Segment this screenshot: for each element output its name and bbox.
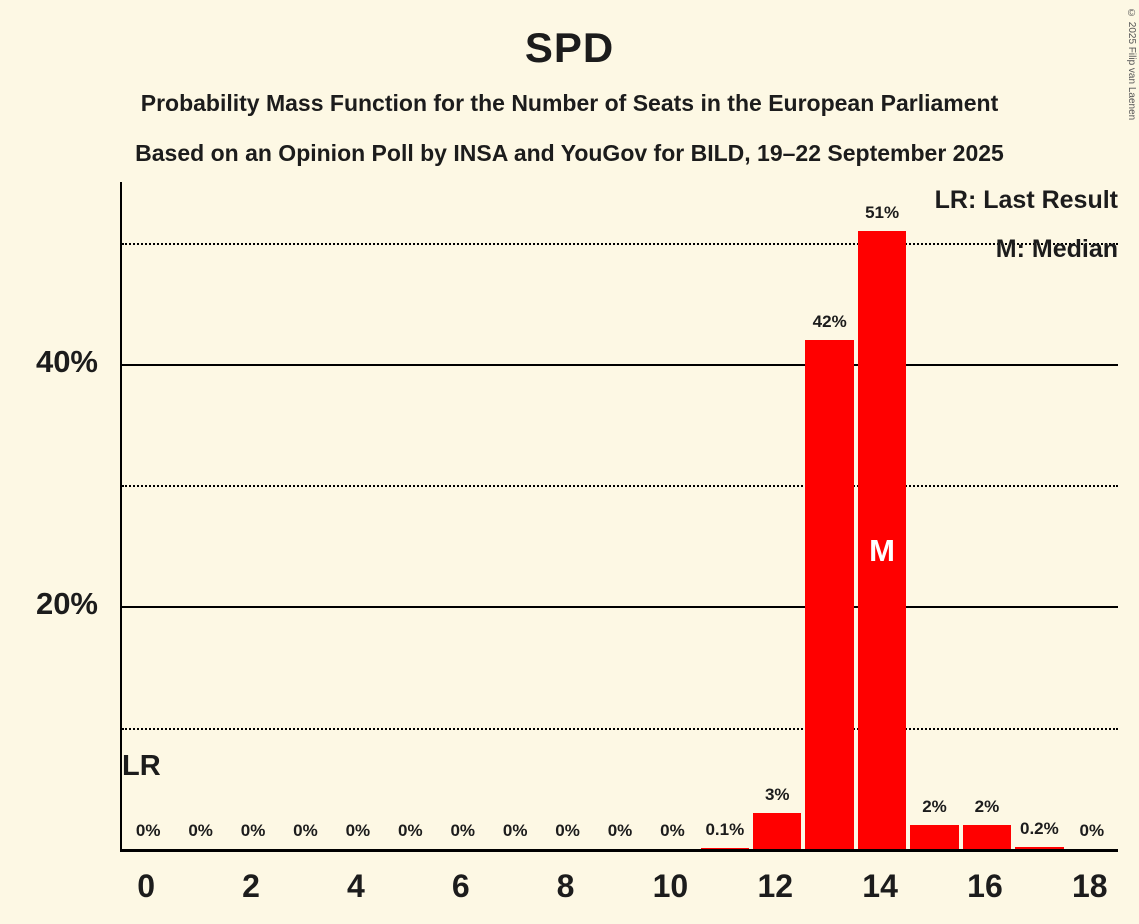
bar-value-label-seat-7: 0% bbox=[502, 821, 528, 840]
median-marker: M bbox=[869, 533, 895, 568]
bar-value-label-seat-0: 0% bbox=[135, 821, 161, 840]
bar-value-label-seat-2: 0% bbox=[240, 821, 266, 840]
bar-value-label-seat-13: 42% bbox=[812, 311, 847, 331]
x-axis-label-6: 6 bbox=[451, 868, 470, 904]
chart-subtitle-line1: Probability Mass Function for the Number… bbox=[140, 90, 999, 116]
x-axis-label-8: 8 bbox=[556, 868, 575, 904]
gridline-30pct bbox=[122, 485, 1118, 488]
x-axis-label-14: 14 bbox=[862, 868, 898, 904]
bar-value-label-seat-1: 0% bbox=[188, 821, 213, 840]
last-result-marker: LR bbox=[122, 750, 161, 782]
bar-seat-16 bbox=[962, 824, 1012, 849]
bar-seat-17 bbox=[1015, 846, 1064, 849]
bar-value-label-seat-16: 2% bbox=[974, 796, 1000, 816]
bar-value-label-seat-12: 3% bbox=[764, 784, 790, 804]
bar-value-label-seat-8: 0% bbox=[555, 821, 580, 840]
plot-area: 0% 0% 0% 0% 0% 0% 0% 0% 0% 0% 0% 0.1% 3% 42% 51% 2% 2% 0.… bbox=[120, 182, 1118, 852]
bar-seat-12 bbox=[753, 812, 802, 849]
x-axis-label-2: 2 bbox=[242, 868, 260, 904]
bar-value-label-seat-3: 0% bbox=[293, 821, 318, 840]
bar-value-label-seat-4: 0% bbox=[345, 821, 371, 840]
bar-value-label-seat-14: 51% bbox=[865, 202, 900, 222]
x-axis-label-4: 4 bbox=[346, 868, 365, 904]
bar-value-label-seat-15: 2% bbox=[922, 796, 947, 816]
chart-title: SPD bbox=[524, 24, 615, 71]
bar-seat-13 bbox=[805, 339, 854, 849]
x-axis-label-10: 10 bbox=[652, 868, 689, 904]
legend-last-result: LR: Last Result bbox=[934, 186, 1118, 214]
bar-value-label-seat-17: 0.2% bbox=[1019, 818, 1059, 838]
gridline-40pct bbox=[122, 363, 1118, 366]
bar-seat-11 bbox=[700, 847, 750, 849]
y-axis-label-40: 40% bbox=[35, 343, 98, 379]
bar-seat-15 bbox=[910, 824, 959, 849]
x-axis-label-0: 0 bbox=[137, 868, 156, 904]
chart-subtitle-line2: Based on an Opinion Poll by INSA and You… bbox=[135, 140, 1004, 166]
bar-value-label-seat-5: 0% bbox=[398, 821, 423, 840]
x-axis-label-16: 16 bbox=[967, 868, 1003, 904]
gridline-10pct bbox=[122, 727, 1118, 730]
bar-value-label-seat-18: 0% bbox=[1079, 821, 1105, 840]
bar-value-label-seat-9: 0% bbox=[607, 821, 633, 840]
bar-value-label-seat-6: 0% bbox=[450, 821, 476, 840]
gridline-20pct bbox=[122, 606, 1118, 609]
bar-value-label-seat-10: 0% bbox=[660, 821, 685, 840]
copyright-notice: © 2025 Filip van Laenen bbox=[1126, 8, 1137, 121]
legend-median: M: Median bbox=[995, 235, 1118, 263]
bar-seat-14 bbox=[857, 230, 907, 849]
x-axis-label-18: 18 bbox=[1071, 868, 1108, 904]
gridline-50pct bbox=[122, 242, 1118, 245]
bar-value-label-seat-11: 0.1% bbox=[705, 819, 745, 839]
y-axis-label-20: 20% bbox=[35, 586, 98, 622]
x-axis-label-12: 12 bbox=[757, 868, 794, 904]
